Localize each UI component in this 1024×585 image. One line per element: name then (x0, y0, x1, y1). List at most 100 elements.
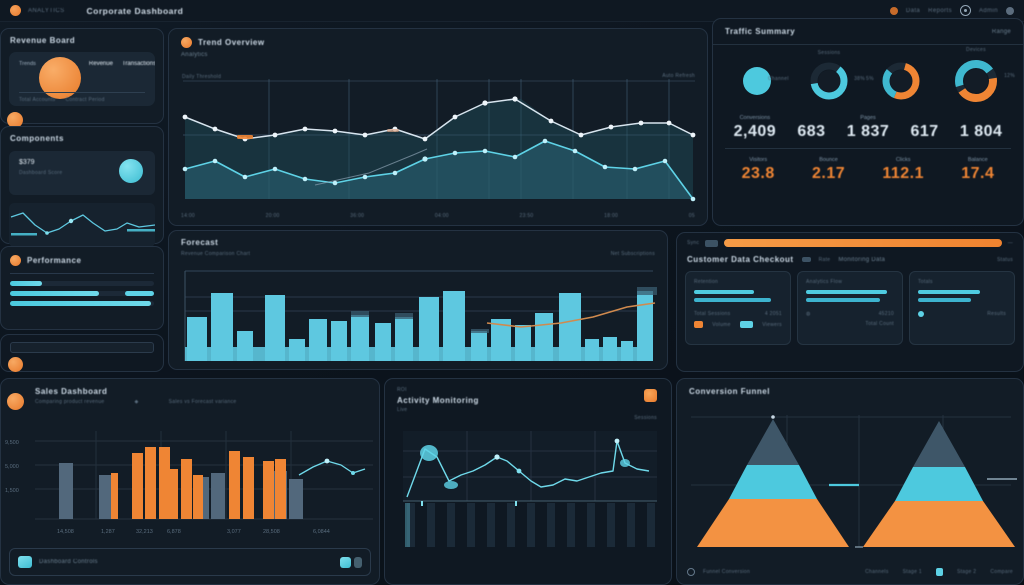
cyan-chip-icon (935, 568, 943, 576)
trend-x-axis: 14:00 20:00 36:00 04:00 23:50 18:00 05 (181, 213, 695, 219)
kpi-metric: Bounce 2.17 (812, 157, 845, 183)
kpi-label (910, 115, 938, 121)
sync-progress-bar[interactable] (724, 239, 1002, 247)
card-title: Totals (918, 279, 933, 285)
card-chip-row: Volume Viewers (694, 321, 782, 328)
circle-logo-icon (10, 5, 21, 16)
card-foot-left: Total Sessions (694, 311, 731, 317)
performance-bars (1, 274, 163, 306)
conversion-funnel-panel: Conversion Funnel (676, 378, 1024, 585)
funnel-footer-item[interactable]: Stage 2 (956, 569, 977, 575)
card-title: Analytics Flow (806, 279, 843, 285)
svg-text:1,500: 1,500 (5, 488, 19, 494)
data-card-analytics[interactable]: Analytics Flow ◍ 45210 Total Count (797, 271, 903, 345)
card-progress-2 (806, 298, 880, 302)
progress-bar-cache[interactable] (10, 291, 154, 296)
card-progress-2 (918, 298, 971, 302)
svg-text:6,878: 6,878 (167, 529, 181, 535)
funnel-chart-svg (691, 415, 1017, 548)
meta-mid: Monitoring Data (838, 256, 886, 263)
footer-actions[interactable] (340, 556, 362, 568)
revenue-card-label: Trends (19, 61, 36, 67)
forecast-title: Forecast (181, 238, 219, 247)
revenue-metric-b: Transactions (121, 61, 155, 67)
kpi-metric: Pages 1 837 (847, 115, 890, 141)
kpi-metric: Conversions 2,409 (734, 115, 777, 141)
kpi-label: Balance (967, 157, 988, 163)
customer-data-header: Customer Data Checkout Rate Monitoring D… (677, 247, 1023, 264)
revenue-summary-card[interactable]: Trends Revenue Transactions Total Accoun… (9, 52, 155, 106)
filter-input[interactable] (10, 342, 154, 353)
sync-row: Sync — (677, 233, 1023, 247)
revenue-footer-mid: Contract Period (65, 97, 105, 103)
chip-right-label: Total Count (865, 321, 894, 327)
cyan-chip-icon (739, 321, 753, 328)
progress-bar-load[interactable] (10, 281, 154, 286)
activity-kicker: ROI (397, 387, 407, 393)
progress-fill (10, 291, 100, 296)
trend-right-label: Auto Refresh (662, 73, 695, 79)
forecast-subtitle-row: Revenue Comparison Chart Net Subscriptio… (169, 247, 667, 257)
revenue-board-title: Revenue Board (10, 36, 76, 45)
forecast-sub-left: Revenue Comparison Chart (181, 251, 251, 257)
kpi-range-label[interactable]: Range (991, 28, 1011, 35)
top-navigation-bar: ANALYTICS Corporate Dashboard Data Repor… (0, 0, 1024, 22)
kpi-label (797, 115, 825, 121)
orange-badge-icon (7, 393, 24, 410)
sync-end-marker: — (1007, 240, 1013, 246)
chip-left-label: Volume (712, 321, 731, 328)
nav-item-reports[interactable]: Reports (928, 7, 952, 14)
activity-header: ROI Activity Monitoring Live (385, 379, 671, 413)
dashboard-controls-bar[interactable]: Dashboard Controls (9, 548, 371, 576)
data-card-totals[interactable]: Totals Results (909, 271, 1015, 345)
gear-icon[interactable] (959, 5, 971, 16)
kpi-value: 617 (910, 123, 939, 140)
kpi-header: Traffic Summary Range (713, 19, 1023, 45)
kpi-label: Bounce (819, 157, 838, 163)
kpi-value: 683 (797, 123, 826, 140)
info-icon[interactable] (687, 568, 695, 576)
cyan-chip-icon (918, 311, 924, 317)
svg-text:3,077: 3,077 (227, 529, 241, 535)
panel-toggle-icon[interactable] (340, 556, 351, 568)
kpi-values-top: Conversions 2,409 683 Pages 1 837 617 1 … (713, 109, 1023, 141)
user-label[interactable]: Admin (978, 7, 998, 14)
revenue-metric-a: Revenue (88, 61, 113, 67)
trend-subtitle-row: Analytics (169, 48, 707, 58)
card-title: Retention (694, 279, 719, 285)
data-card-retention[interactable]: Retention Total Sessions 4 2051 Volume V… (685, 271, 791, 345)
donut-svg (810, 62, 848, 100)
trend-subtitle: Analytics (181, 52, 208, 58)
components-header: Components (1, 127, 163, 143)
kpi-metric: 1 804 (960, 115, 1003, 141)
activity-title: Activity Monitoring (397, 396, 479, 405)
kpi-value: 17.4 (961, 165, 995, 182)
funnel-footer-item[interactable]: Channels (865, 569, 889, 575)
sparkline-svg (10, 212, 155, 236)
forecast-sub-right: Net Subscriptions (610, 251, 655, 257)
donut-chart-sessions: Sessions 38% (806, 50, 865, 104)
revenue-board-header: Revenue Board (1, 29, 163, 45)
components-score-card[interactable]: $379 Dashboard Score (9, 151, 155, 195)
kpi-value: 1 804 (959, 123, 1003, 140)
panel-toggle-icon[interactable] (354, 556, 362, 568)
activity-chart-svg (403, 431, 657, 547)
donut-svg (955, 60, 997, 102)
nav-item-data[interactable]: Data (905, 7, 921, 14)
components-panel: Components $379 Dashboard Score (0, 126, 164, 247)
notification-icon[interactable] (889, 6, 898, 15)
kpi-metric: 683 (797, 115, 825, 141)
funnel-footer-item[interactable]: Compare (990, 569, 1013, 575)
orange-badge-icon[interactable] (8, 357, 23, 372)
x-tick: 20:00 (265, 213, 280, 219)
orange-badge-icon (10, 255, 21, 266)
user-avatar[interactable] (1006, 6, 1014, 15)
funnel-footer-item[interactable]: Stage 1 (902, 569, 922, 575)
customer-data-title: Customer Data Checkout (687, 255, 794, 264)
progress-bar-render[interactable] (10, 301, 154, 306)
card-foot-right: 4 2051 (764, 311, 782, 317)
activity-right-label: Sessions (634, 415, 657, 421)
flame-icon (644, 389, 657, 402)
kpi-value: 23.8 (741, 165, 775, 182)
toggle-icon[interactable] (705, 239, 719, 247)
